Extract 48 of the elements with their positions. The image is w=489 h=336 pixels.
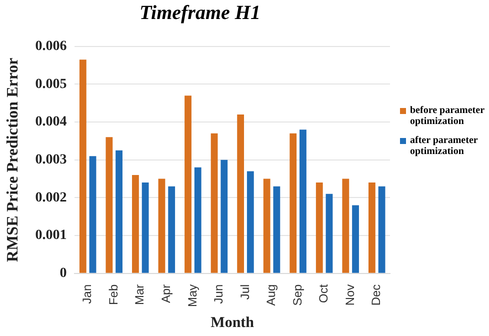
y-tick-label: 0.002 bbox=[35, 190, 67, 206]
x-tick-label: Nov bbox=[342, 284, 357, 306]
bar bbox=[168, 186, 176, 273]
bar bbox=[352, 205, 359, 273]
y-tick-label: 0.005 bbox=[35, 76, 67, 92]
bar bbox=[79, 60, 86, 273]
x-tick-label: Mar bbox=[132, 284, 147, 305]
y-tick-label: 0 bbox=[60, 266, 67, 281]
x-tick-label: Jan bbox=[80, 284, 94, 304]
x-tick-label: Jun bbox=[212, 284, 226, 304]
bar bbox=[368, 182, 376, 273]
legend-label: before parameter optimization bbox=[410, 105, 486, 127]
bar bbox=[263, 178, 270, 273]
x-tick-label: Apr bbox=[158, 284, 173, 304]
legend-label: after parameter optimization bbox=[410, 135, 479, 157]
bar bbox=[290, 133, 297, 273]
bar bbox=[246, 171, 254, 273]
bar bbox=[237, 114, 244, 273]
chart-title: Timeframe H1 bbox=[138, 2, 262, 25]
x-tick-label: Jul bbox=[238, 284, 252, 300]
x-tick-label: Oct bbox=[316, 284, 331, 303]
x-tick-label: Feb bbox=[106, 284, 120, 306]
bar bbox=[326, 194, 333, 273]
bar bbox=[273, 186, 280, 273]
y-axis-title: RMSE Price Prediction Error bbox=[4, 58, 22, 262]
y-tick-label: 0.004 bbox=[35, 114, 67, 130]
y-tick-label: 0.006 bbox=[35, 39, 67, 54]
bar bbox=[142, 182, 149, 273]
x-tick-label: Sep bbox=[290, 284, 304, 306]
bar bbox=[300, 130, 306, 273]
bar bbox=[316, 182, 323, 273]
bar bbox=[116, 150, 122, 273]
bar bbox=[132, 174, 139, 273]
bar bbox=[89, 156, 96, 273]
bar bbox=[378, 186, 386, 273]
x-axis-title: Month bbox=[210, 314, 255, 331]
bar bbox=[194, 167, 202, 273]
bar bbox=[158, 178, 166, 273]
bar bbox=[106, 137, 113, 273]
bar bbox=[184, 96, 192, 273]
x-tick-label: Aug bbox=[264, 284, 278, 306]
bar bbox=[342, 178, 350, 273]
y-tick-label: 0.001 bbox=[35, 228, 67, 244]
bar bbox=[220, 160, 228, 273]
y-tick-label: 0.003 bbox=[35, 152, 67, 168]
bar bbox=[210, 133, 218, 273]
x-tick-label: May bbox=[185, 284, 200, 307]
x-tick-label: Dec bbox=[369, 284, 384, 306]
